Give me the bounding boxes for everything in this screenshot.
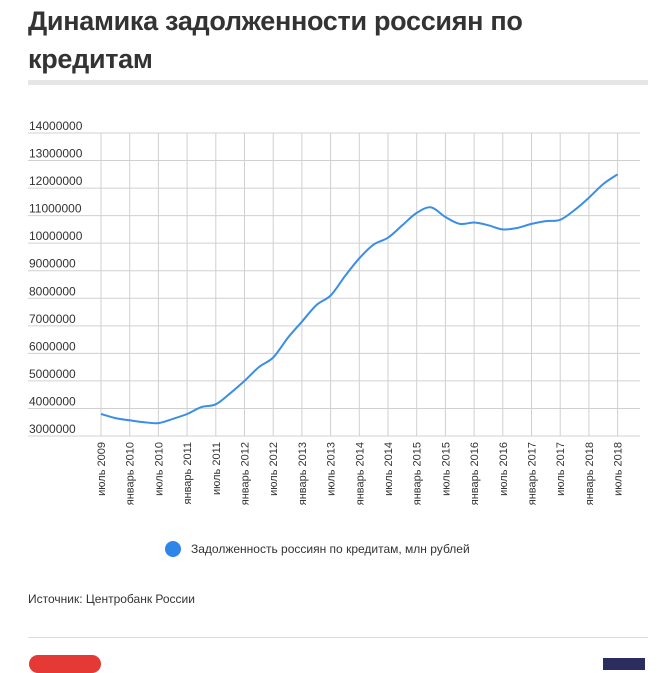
y-tick-label: 5000000	[29, 367, 76, 381]
x-tick-label: июль 2011	[211, 442, 223, 495]
y-tick-label: 4000000	[29, 394, 76, 408]
y-tick-label: 8000000	[29, 284, 76, 298]
share-button[interactable]	[29, 655, 101, 673]
x-tick-label: январь 2010	[125, 442, 137, 505]
x-tick-label: июль 2016	[498, 442, 510, 496]
series-layer	[100, 173, 619, 425]
x-axis-ticks: июль 2009 январь 2010 июль 2010 январь 2011…	[96, 442, 625, 505]
x-tick-label: январь 2011	[182, 442, 194, 504]
y-axis-ticks: 3000000 4000000 5000000 6000000 7000000 80000…	[29, 119, 83, 436]
series-line	[100, 173, 619, 425]
source-note: Источник: Центробанк России	[28, 592, 195, 606]
y-tick-label: 11000000	[29, 202, 82, 216]
x-tick-label: июль 2009	[96, 442, 108, 496]
line-chart: 3000000 4000000 5000000 6000000 7000000 80000…	[28, 119, 640, 505]
y-tick-label: 14000000	[29, 119, 83, 133]
grid	[28, 132, 640, 437]
title-divider	[28, 80, 648, 85]
x-tick-label: июль 2017	[555, 442, 567, 496]
x-tick-label: июль 2012	[268, 442, 280, 496]
x-tick-label: январь 2013	[297, 442, 309, 505]
x-tick-label: январь 2015	[412, 442, 424, 505]
chart-legend: Задолженность россиян по кредитам, млн р…	[165, 539, 470, 559]
corner-button[interactable]	[603, 658, 645, 670]
x-tick-label: январь 2017	[527, 442, 539, 505]
x-tick-label: июль 2014	[383, 442, 395, 496]
y-tick-label: 9000000	[29, 257, 76, 271]
legend-label: Задолженность россиян по кредитам, млн р…	[191, 542, 470, 556]
x-tick-label: январь 2018	[584, 442, 596, 505]
x-tick-label: январь 2014	[354, 442, 366, 505]
legend-marker	[165, 541, 181, 557]
y-tick-label: 12000000	[29, 174, 83, 188]
y-tick-label: 3000000	[29, 422, 76, 436]
y-tick-label: 13000000	[29, 147, 83, 161]
x-tick-label: январь 2016	[469, 442, 481, 505]
bottom-divider	[28, 637, 648, 638]
y-tick-label: 10000000	[29, 229, 83, 243]
x-tick-label: июль 2018	[613, 442, 625, 496]
y-tick-label: 7000000	[29, 312, 76, 326]
y-tick-label: 6000000	[29, 339, 76, 353]
x-tick-label: июль 2013	[326, 442, 338, 496]
page-title: Динамика задолженности россиян по кредит…	[28, 6, 523, 74]
x-tick-label: июль 2015	[440, 442, 452, 496]
x-tick-label: июль 2010	[153, 442, 165, 496]
x-tick-label: январь 2012	[240, 442, 252, 505]
